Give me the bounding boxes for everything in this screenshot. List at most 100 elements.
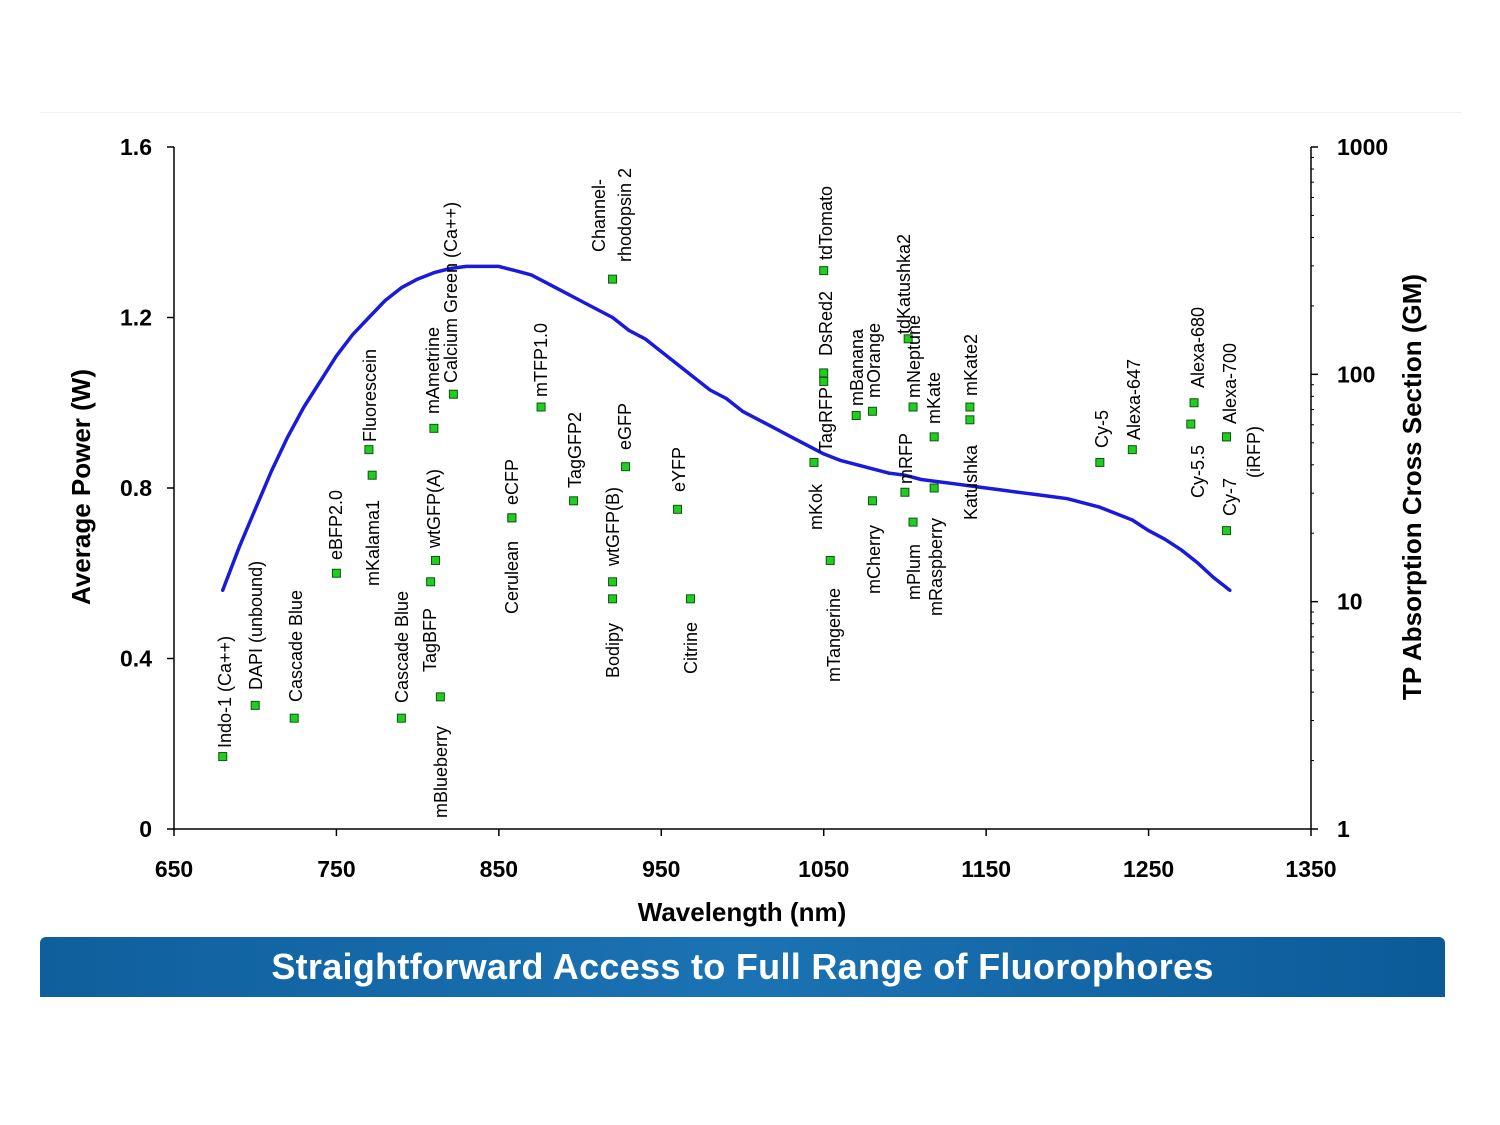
dye-label: DsRed2 <box>816 291 836 356</box>
dye-marker <box>965 402 975 412</box>
dye-marker <box>569 496 579 506</box>
dye-label: DAPI (unbound) <box>246 561 266 690</box>
dye-marker <box>621 462 631 472</box>
top-divider <box>40 112 1462 113</box>
dye-label: mKalama1 <box>363 500 383 586</box>
dye-marker <box>426 577 436 587</box>
dye-label: Alexa-680 <box>1188 307 1208 388</box>
dye-marker <box>364 445 374 455</box>
x-tick-label: 650 <box>155 856 193 882</box>
dye-marker <box>367 470 377 480</box>
dye-marker <box>1222 526 1232 536</box>
dye-marker <box>819 376 829 386</box>
dye-label: Bodipy <box>603 623 623 678</box>
dye-label: Channel- <box>589 179 609 252</box>
x-tick-label: 750 <box>317 856 355 882</box>
y-axis-title: Average Power (W) <box>66 369 96 605</box>
dye-label: Cascade Blue <box>392 591 412 703</box>
dye-label: tdTomato <box>816 186 836 260</box>
dye-label: Alexa-647 <box>1124 359 1144 440</box>
dye-label: mTFP1.0 <box>531 323 551 397</box>
dye-marker <box>448 389 458 399</box>
y-tick-label: 0.4 <box>120 646 152 672</box>
dye-label: mKok <box>806 483 826 530</box>
dye-label: mKate2 <box>961 334 981 396</box>
dye-label: mBlueberry <box>431 726 451 818</box>
x-tick-label: 1150 <box>961 856 1011 882</box>
y-tick-label: 1.2 <box>120 305 152 331</box>
dye-marker <box>851 411 861 421</box>
dye-label: mPlum <box>904 544 924 600</box>
dye-marker <box>903 334 913 344</box>
dye-marker <box>908 517 918 527</box>
dye-label: mKate <box>924 372 944 424</box>
dye-marker <box>929 432 939 442</box>
dye-label: Indo-1 (Ca++) <box>215 636 235 748</box>
dye-label: Cerulean <box>502 541 522 614</box>
y2-tick-label: 1000 <box>1337 134 1388 160</box>
dye-label: Cy-5 <box>1092 410 1112 448</box>
dye-label: TagRFP <box>816 387 836 452</box>
dye-marker <box>673 504 683 514</box>
dye-marker <box>218 752 228 762</box>
dye-label: Calcium Green (Ca++) <box>441 202 461 383</box>
fluorophore-power-chart: 650 750 850 950 1050 1150 1250 1350 0 0.4 0.8 1.2 1.… <box>66 134 1427 927</box>
dye-marker <box>825 555 835 565</box>
dye-label: TagGFP2 <box>565 412 585 488</box>
dye-marker <box>900 487 910 497</box>
dye-marker <box>431 555 441 565</box>
x-tick-label: 1350 <box>1285 856 1336 882</box>
dye-marker <box>809 457 819 467</box>
x-axis-title: Wavelength (nm) <box>638 897 846 927</box>
dye-marker <box>435 692 445 702</box>
dye-marker <box>396 713 406 723</box>
dye-marker <box>929 483 939 493</box>
dye-label: mOrange <box>864 323 884 398</box>
dye-marker <box>1222 432 1232 442</box>
dye-label: eYFP <box>669 447 689 492</box>
dye-marker <box>608 577 618 587</box>
dye-label: mNeptune <box>904 315 924 398</box>
dye-marker <box>536 402 546 412</box>
dye-marker <box>507 513 517 523</box>
dye-label: (iRFP) <box>1244 426 1264 478</box>
dye-label: Alexa-700 <box>1220 343 1240 424</box>
y-tick-label: 1.6 <box>120 134 152 160</box>
dye-label: wtGFP(A) <box>424 469 444 549</box>
title-banner: Straightforward Access to Full Range of … <box>40 937 1445 997</box>
dye-marker <box>608 594 618 604</box>
dye-label: Cy-5.5 <box>1188 445 1208 498</box>
y-tick-label: 0 <box>139 816 152 842</box>
y2-tick-label: 1 <box>1337 816 1350 842</box>
dye-label: tdKatushka2 <box>894 234 914 334</box>
dye-marker <box>686 594 696 604</box>
dye-marker <box>331 568 341 578</box>
dye-label: eGFP <box>615 403 635 450</box>
power-curve-line <box>220 264 1232 593</box>
dye-label: mRFP <box>896 433 916 484</box>
x-tick-label: 1250 <box>1123 856 1174 882</box>
dye-label: mTangerine <box>824 588 844 682</box>
dye-label: mCherry <box>864 525 884 594</box>
dye-label: wtGFP(B) <box>603 487 623 567</box>
x-tick-label: 850 <box>480 856 518 882</box>
dye-label: TagBFP <box>420 608 440 672</box>
dye-label: mRaspberry <box>926 518 946 616</box>
y-tick-label: 0.8 <box>120 475 152 501</box>
dye-label: Katushka <box>961 444 981 520</box>
dye-marker <box>1095 457 1105 467</box>
dye-marker <box>608 274 618 284</box>
dye-label: eCFP <box>502 459 522 505</box>
dye-marker <box>819 368 829 378</box>
banner-title: Straightforward Access to Full Range of … <box>271 946 1214 987</box>
dye-label: mAmetrine <box>423 327 443 414</box>
dye-marker <box>1127 445 1137 455</box>
dye-label: Cascade Blue <box>286 590 306 702</box>
dye-marker <box>250 700 260 710</box>
dye-marker <box>429 423 439 433</box>
dye-marker <box>867 496 877 506</box>
dye-label: Cy-7 <box>1220 478 1240 516</box>
x-tick-label: 950 <box>642 856 680 882</box>
dye-label: Fluorescein <box>360 349 380 442</box>
dye-marker <box>867 406 877 416</box>
